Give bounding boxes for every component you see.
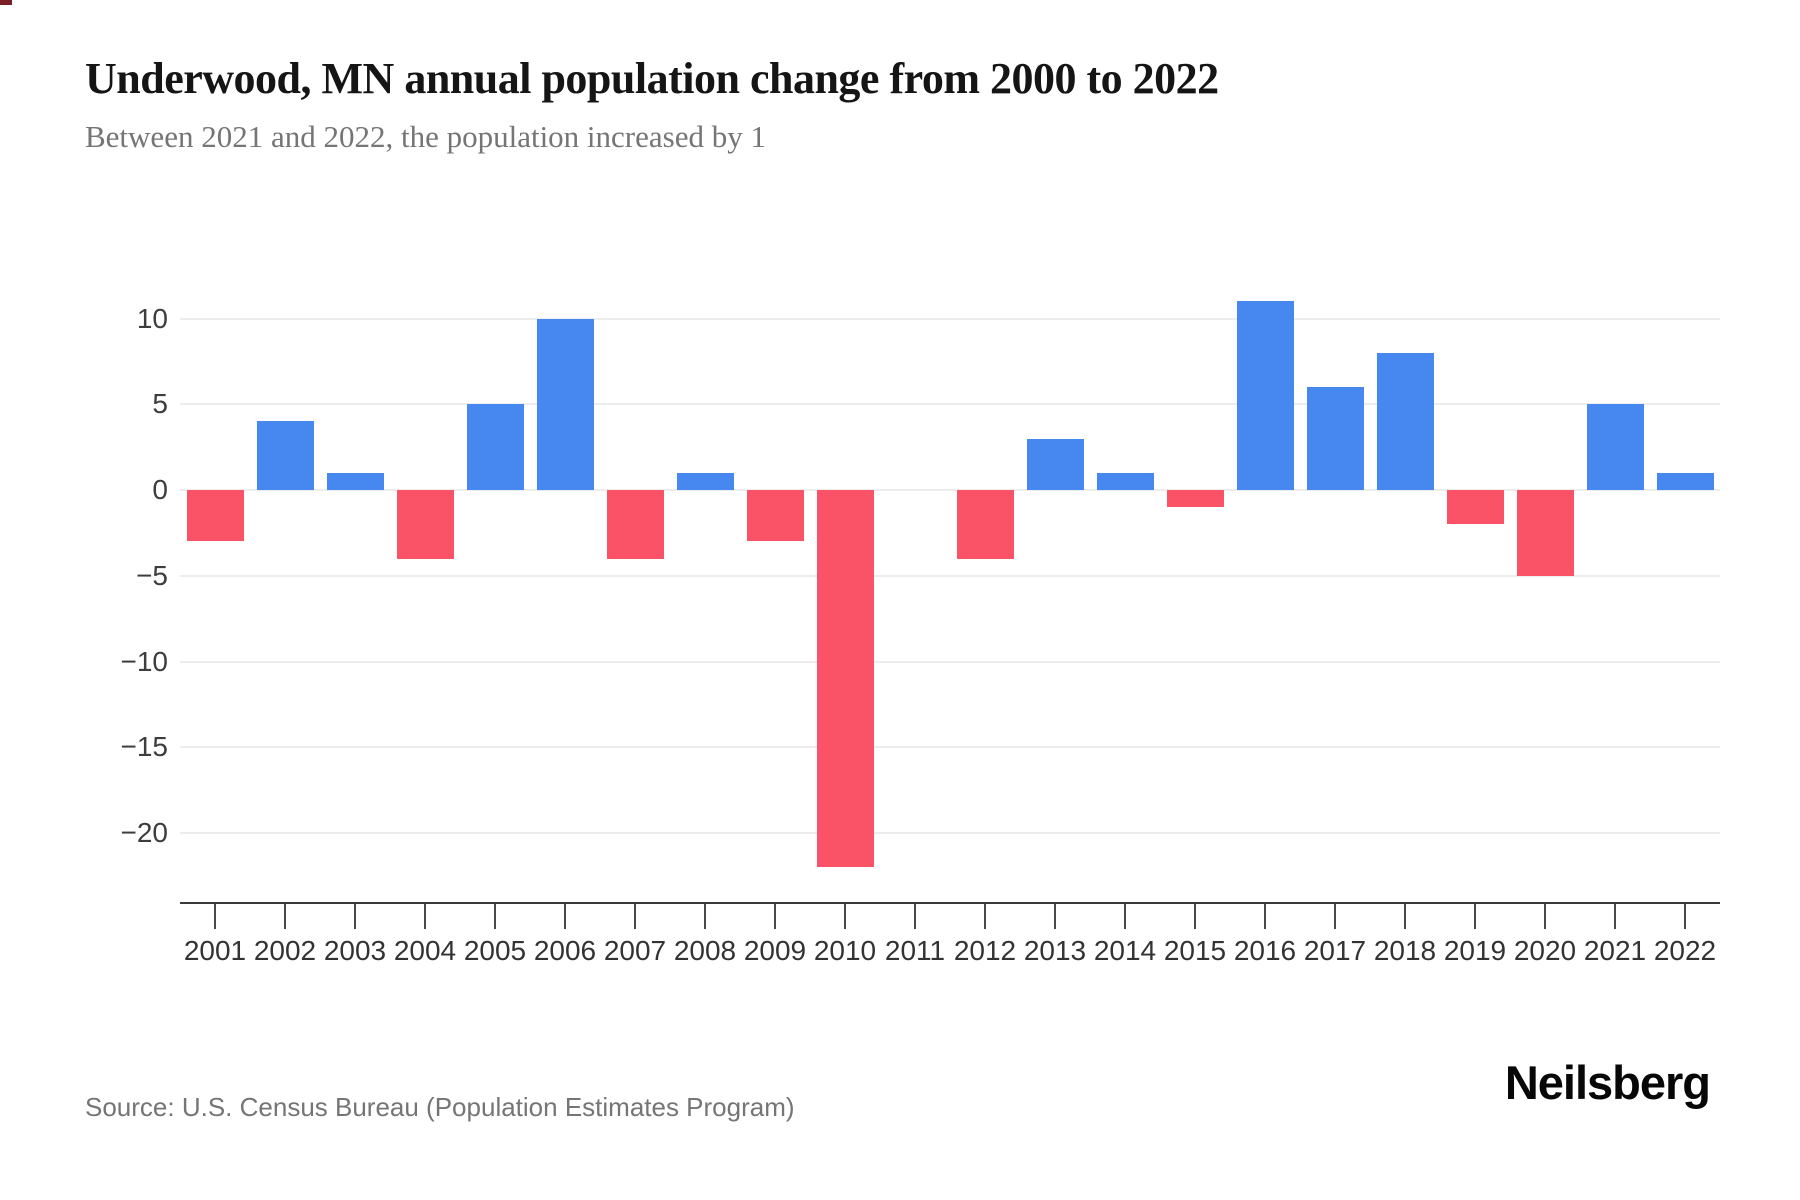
y-axis-tick-label: −10 [120, 645, 169, 677]
y-axis-tick-label: −5 [136, 559, 168, 591]
x-axis-tick [1544, 904, 1546, 929]
y-axis-tick-label: 10 [136, 302, 168, 334]
x-axis-tick [634, 904, 636, 929]
x-axis-label-2012: 2012 [953, 935, 1017, 966]
x-axis-label-2015: 2015 [1163, 935, 1227, 966]
y-gridline--15 [180, 746, 1720, 749]
x-axis-label-2017: 2017 [1303, 935, 1367, 966]
x-axis-label-2005: 2005 [463, 935, 527, 966]
bar-2021[interactable] [1586, 404, 1644, 490]
bar-2010[interactable] [816, 490, 874, 868]
x-axis-label-2003: 2003 [323, 935, 387, 966]
x-axis-tick [984, 904, 986, 929]
x-axis-label-2010: 2010 [813, 935, 877, 966]
screenshot-artifact [0, 0, 12, 5]
x-axis-tick [284, 904, 286, 929]
x-axis-tick [1474, 904, 1476, 929]
x-axis-label-2008: 2008 [673, 935, 737, 966]
x-axis-label-2009: 2009 [743, 935, 807, 966]
x-axis-label-2007: 2007 [603, 935, 667, 966]
y-gridline--5 [180, 574, 1720, 577]
x-axis-line [180, 902, 1720, 904]
x-axis-label-2006: 2006 [533, 935, 597, 966]
x-axis-tick [844, 904, 846, 929]
x-axis-tick [1124, 904, 1126, 929]
bar-2022[interactable] [1656, 472, 1714, 490]
bar-2003[interactable] [326, 472, 384, 490]
bar-2004[interactable] [396, 490, 454, 559]
x-axis-label-2002: 2002 [253, 935, 317, 966]
x-axis-tick [214, 904, 216, 929]
bar-chart-plot-area: 10 5 0 −5 −10 −15 −20 2001 2002 2003 2004 2005 2006 2… [120, 301, 1720, 966]
bar-2006[interactable] [536, 318, 594, 490]
x-axis-label-2011: 2011 [884, 935, 946, 966]
bar-2008[interactable] [676, 472, 734, 490]
bar-2005[interactable] [466, 404, 524, 490]
bar-2002[interactable] [256, 421, 314, 490]
x-axis-tick [1334, 904, 1336, 929]
x-axis-label-2013: 2013 [1023, 935, 1087, 966]
x-axis-tick [1404, 904, 1406, 929]
x-axis-label-2022: 2022 [1653, 935, 1717, 966]
bar-2017[interactable] [1306, 387, 1364, 490]
bar-2020[interactable] [1516, 490, 1574, 576]
bar-2016[interactable] [1236, 301, 1294, 490]
x-axis-tick [424, 904, 426, 929]
x-axis-label-2004: 2004 [393, 935, 457, 966]
x-axis-label-2021: 2021 [1583, 935, 1647, 966]
bar-2001[interactable] [186, 490, 244, 542]
x-axis-label-2014: 2014 [1093, 935, 1157, 966]
y-axis-tick-label: −15 [120, 731, 169, 763]
bar-2018[interactable] [1376, 352, 1434, 490]
y-gridline-0 [180, 489, 1720, 491]
y-axis-tick-label: 0 [152, 474, 168, 505]
x-axis-tick [1684, 904, 1686, 929]
y-gridline--10 [180, 660, 1720, 663]
bar-2012[interactable] [956, 490, 1014, 559]
x-axis-label-2001: 2001 [183, 935, 247, 966]
x-axis-tick [354, 904, 356, 929]
x-axis-label-2019: 2019 [1443, 935, 1507, 966]
bar-2014[interactable] [1096, 472, 1154, 490]
x-axis-tick [914, 904, 916, 929]
bar-2015[interactable] [1166, 490, 1224, 508]
x-axis-label-2018: 2018 [1373, 935, 1437, 966]
x-axis-tick [774, 904, 776, 929]
bar-2019[interactable] [1446, 490, 1504, 525]
x-axis-label-2016: 2016 [1233, 935, 1297, 966]
x-axis-tick [494, 904, 496, 929]
y-gridline--20 [180, 832, 1720, 834]
x-axis-tick [1614, 904, 1616, 929]
page-title: Underwood, MN annual population change f… [85, 54, 1219, 103]
y-gridline-5 [180, 403, 1720, 406]
neilsberg-logo: Neilsberg [1504, 1056, 1711, 1109]
x-axis-tick [1264, 904, 1266, 929]
y-axis-tick-label: −20 [120, 817, 169, 848]
page-subtitle: Between 2021 and 2022, the population in… [85, 119, 766, 154]
source-attribution: Source: U.S. Census Bureau (Population E… [85, 1092, 795, 1122]
x-axis-tick [1194, 904, 1196, 929]
bar-2013[interactable] [1026, 438, 1084, 490]
bar-2007[interactable] [606, 490, 664, 559]
y-gridline-10 [180, 317, 1720, 320]
x-axis-label-2020: 2020 [1513, 935, 1577, 966]
x-axis-tick [564, 904, 566, 929]
x-axis-tick [1054, 904, 1056, 929]
bar-2009[interactable] [746, 490, 804, 542]
x-axis-tick [704, 904, 706, 929]
y-axis-tick-label: 5 [152, 388, 168, 420]
